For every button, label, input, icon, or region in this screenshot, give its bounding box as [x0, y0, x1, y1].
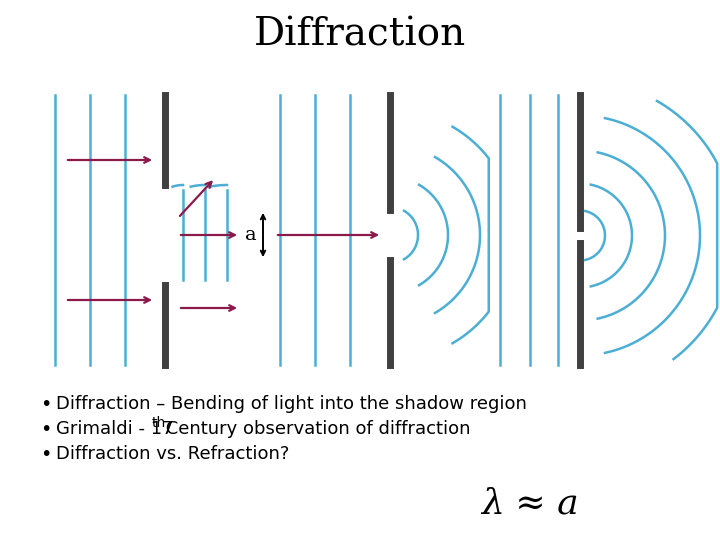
- Text: Diffraction: Diffraction: [254, 17, 466, 53]
- Text: •: •: [40, 395, 51, 414]
- Text: th: th: [152, 416, 166, 430]
- Text: •: •: [40, 445, 51, 464]
- Text: λ ≈ a: λ ≈ a: [481, 486, 579, 520]
- Text: Diffraction – Bending of light into the shadow region: Diffraction – Bending of light into the …: [56, 395, 527, 413]
- Text: a: a: [246, 226, 257, 244]
- Text: Diffraction vs. Refraction?: Diffraction vs. Refraction?: [56, 445, 289, 463]
- Text: Grimaldi - 17: Grimaldi - 17: [56, 420, 174, 438]
- Text: •: •: [40, 420, 51, 439]
- Text: Century observation of diffraction: Century observation of diffraction: [160, 420, 470, 438]
